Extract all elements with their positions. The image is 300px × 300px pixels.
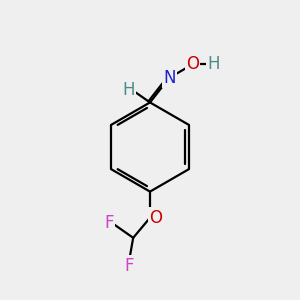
Text: O: O [149, 209, 162, 227]
Text: N: N [163, 69, 175, 87]
Text: F: F [124, 257, 134, 275]
Text: H: H [123, 81, 135, 99]
Text: F: F [104, 214, 114, 232]
Text: O: O [186, 56, 199, 74]
Text: H: H [208, 56, 220, 74]
